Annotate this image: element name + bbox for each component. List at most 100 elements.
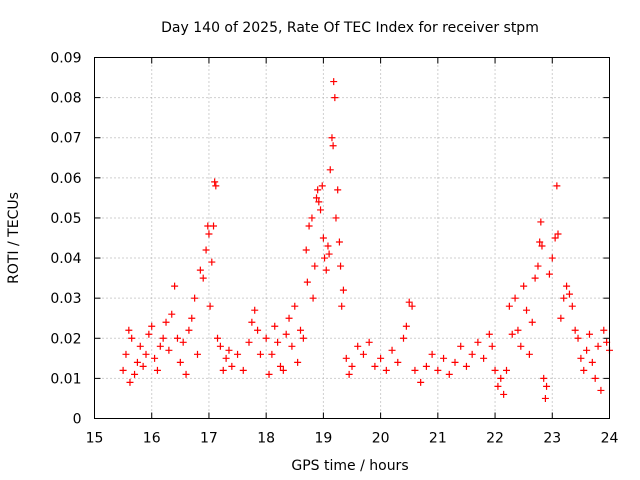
data-point xyxy=(271,322,279,330)
data-point xyxy=(580,366,588,374)
data-point xyxy=(371,362,379,370)
data-point xyxy=(480,354,488,362)
data-point xyxy=(315,198,323,206)
data-point xyxy=(554,230,562,238)
data-point xyxy=(528,318,536,326)
data-point xyxy=(308,214,316,222)
data-point xyxy=(577,354,585,362)
data-point xyxy=(400,334,407,342)
data-point xyxy=(159,334,167,342)
x-tick-label: 21 xyxy=(429,431,447,447)
chart-title: Day 140 of 2025, Rate Of TEC Index for r… xyxy=(161,20,539,36)
data-point xyxy=(282,330,290,338)
data-point xyxy=(125,326,133,334)
axis-ticks xyxy=(94,57,610,419)
data-point xyxy=(500,390,508,398)
data-point xyxy=(191,294,199,302)
data-point xyxy=(359,350,367,358)
data-point xyxy=(245,338,253,346)
data-point xyxy=(205,230,213,238)
data-point xyxy=(594,342,602,350)
data-point xyxy=(503,366,510,374)
data-point xyxy=(131,370,139,378)
data-point xyxy=(228,362,236,370)
data-point xyxy=(314,186,322,194)
data-point xyxy=(188,314,196,322)
plot-frame xyxy=(94,57,610,419)
data-point xyxy=(534,262,542,270)
data-point xyxy=(324,242,332,250)
y-tick-labels: 0 0.01 0.02 0.03 0.04 0.05 0.06 0.07 0.08 0.09 xyxy=(50,51,81,428)
x-tick-label: 22 xyxy=(486,431,504,447)
data-point xyxy=(428,350,436,358)
data-point xyxy=(214,334,222,342)
data-point xyxy=(262,334,270,342)
data-point xyxy=(248,318,256,326)
data-point xyxy=(208,258,216,266)
data-point xyxy=(538,242,546,250)
data-point xyxy=(318,182,326,190)
data-point xyxy=(268,350,276,358)
data-point xyxy=(234,350,242,358)
y-tick-label: 0.08 xyxy=(50,91,81,107)
data-point xyxy=(394,358,402,366)
data-point xyxy=(126,378,134,386)
data-point xyxy=(202,246,210,254)
data-point xyxy=(294,358,302,366)
data-point xyxy=(531,274,539,282)
data-point xyxy=(299,334,307,342)
x-tick-label: 17 xyxy=(200,431,218,447)
data-point xyxy=(505,302,513,310)
data-point xyxy=(151,354,159,362)
data-point xyxy=(210,222,218,230)
data-point xyxy=(523,306,531,314)
data-point xyxy=(206,302,214,310)
data-point xyxy=(568,302,576,310)
data-point xyxy=(588,358,596,366)
data-point xyxy=(156,342,164,350)
data-point xyxy=(133,358,141,366)
data-point xyxy=(354,342,362,350)
x-tick-label: 16 xyxy=(143,431,161,447)
data-point xyxy=(517,342,525,350)
data-point xyxy=(553,182,561,190)
data-point xyxy=(153,366,161,374)
data-point xyxy=(329,142,337,150)
data-point xyxy=(319,234,327,242)
data-point xyxy=(468,350,476,358)
data-point xyxy=(254,326,262,334)
data-point xyxy=(334,186,342,194)
data-point xyxy=(377,354,385,362)
data-point xyxy=(139,362,147,370)
data-point xyxy=(411,366,419,374)
data-point xyxy=(508,330,516,338)
data-point xyxy=(335,238,343,246)
data-point xyxy=(405,298,413,306)
data-point xyxy=(563,282,571,290)
data-point xyxy=(279,366,287,374)
data-point xyxy=(173,334,181,342)
data-point xyxy=(331,94,339,102)
data-point xyxy=(545,270,553,278)
data-point xyxy=(326,166,334,174)
data-point xyxy=(288,342,296,350)
data-point xyxy=(591,374,599,382)
data-point xyxy=(342,354,350,362)
y-tick-label: 0.03 xyxy=(50,291,81,307)
data-point xyxy=(440,354,448,362)
data-point xyxy=(525,350,533,358)
x-axis-label: GPS time / hours xyxy=(291,458,408,474)
data-point xyxy=(451,358,459,366)
data-point xyxy=(520,282,528,290)
data-point xyxy=(365,338,373,346)
x-tick-label: 20 xyxy=(372,431,390,447)
data-point xyxy=(574,334,582,342)
data-point xyxy=(585,330,593,338)
data-point xyxy=(305,222,313,230)
data-point xyxy=(337,262,345,270)
data-point xyxy=(551,234,559,242)
x-tick-label: 19 xyxy=(314,431,332,447)
data-point xyxy=(185,326,193,334)
data-point xyxy=(557,314,565,322)
x-tick-label: 24 xyxy=(601,431,619,447)
